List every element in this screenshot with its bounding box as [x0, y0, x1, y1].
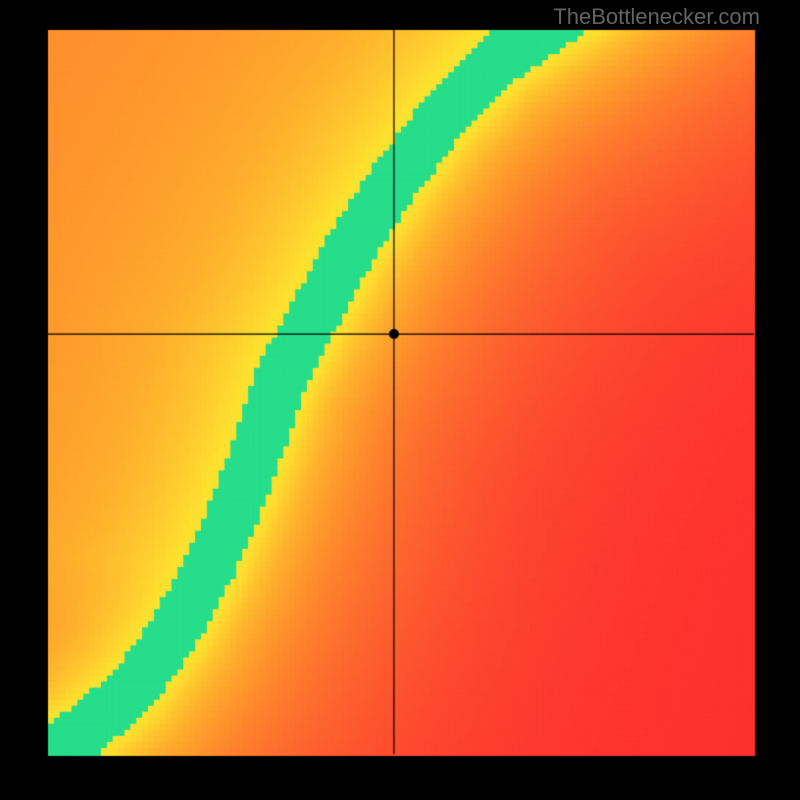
watermark-text: TheBottlenecker.com [553, 4, 760, 30]
heatmap-canvas [0, 0, 800, 800]
chart-container: TheBottlenecker.com [0, 0, 800, 800]
